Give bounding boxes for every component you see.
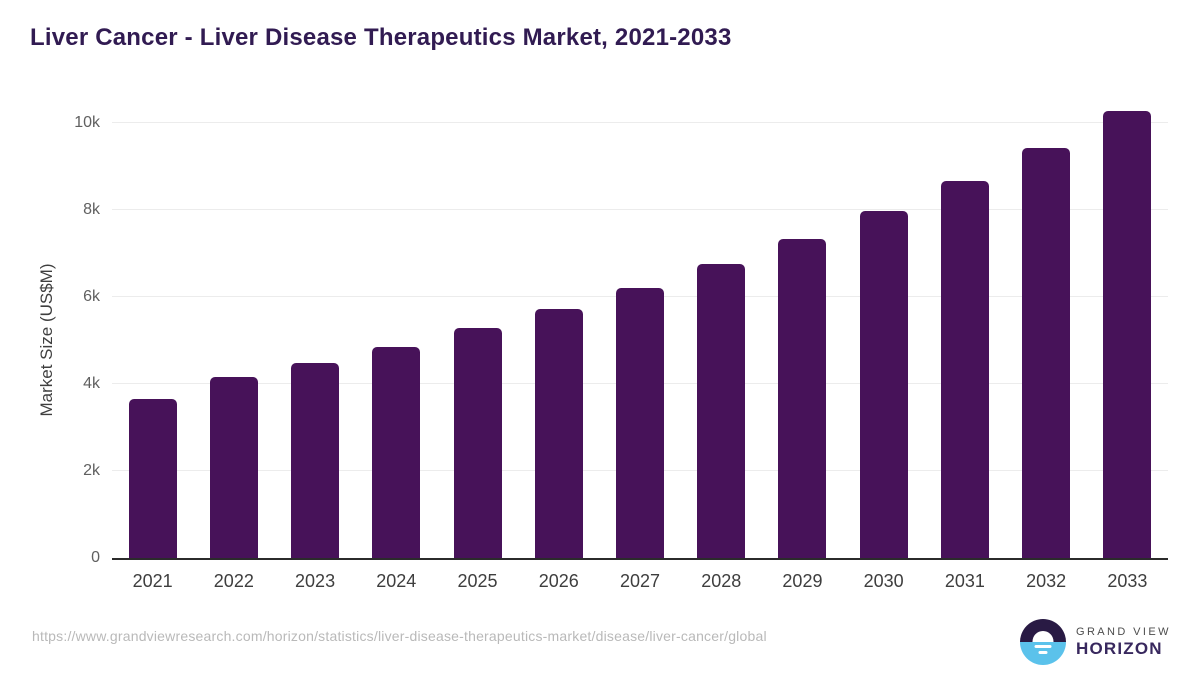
x-tick-label: 2032	[1026, 571, 1067, 591]
x-tick-label: 2025	[457, 571, 498, 591]
x-axis-line	[112, 558, 1168, 560]
brand-name-horizon: HORIZON	[1076, 639, 1163, 658]
y-tick-label: 4k	[83, 375, 100, 392]
bar	[128, 398, 177, 558]
y-tick-label: 0	[91, 549, 100, 566]
x-tick-label: 2026	[538, 571, 579, 591]
y-gridline	[112, 209, 1168, 210]
bar	[372, 347, 421, 558]
grand-view-horizon-logo: GRAND VIEW HORIZON	[1020, 619, 1171, 665]
bar	[209, 377, 258, 558]
y-tick-label: 2k	[83, 462, 100, 479]
x-tick-label: 2031	[944, 571, 985, 591]
bar	[453, 328, 502, 558]
x-tick-label: 2028	[701, 571, 742, 591]
horizon-sun-circle-icon	[1020, 619, 1066, 665]
sun-reflection-bar	[1034, 645, 1052, 648]
y-tick-label: 8k	[83, 201, 100, 218]
y-tick-label: 10k	[74, 114, 100, 131]
x-tick-label: 2023	[295, 571, 336, 591]
y-axis-title: Market Size (US$M)	[37, 263, 56, 417]
sun-reflection-bar	[1038, 651, 1048, 654]
x-tick-label: 2021	[132, 571, 173, 591]
y-gridline	[112, 122, 1168, 123]
bar	[778, 238, 827, 558]
bar	[1103, 110, 1152, 558]
bar	[859, 210, 908, 558]
bar	[534, 308, 583, 558]
source-url: https://www.grandviewresearch.com/horizo…	[32, 628, 767, 644]
brand-name-grand-view: GRAND VIEW	[1076, 626, 1171, 638]
bar	[697, 264, 746, 558]
x-tick-label: 2024	[376, 571, 417, 591]
bar	[940, 180, 989, 558]
bar	[616, 287, 664, 558]
y-tick-label: 6k	[83, 288, 100, 305]
x-tick-label: 2029	[782, 571, 823, 591]
plot-area: 0 2k 4k 6k 8k 10k 2021 2022 2023 2024 2025 2026 2027…	[74, 98, 1168, 591]
sun-glyph	[1032, 631, 1054, 642]
chart-title: Liver Cancer - Liver Disease Therapeutic…	[30, 24, 732, 51]
x-tick-label: 2033	[1107, 571, 1148, 591]
bar	[1022, 147, 1071, 558]
bar	[291, 363, 340, 558]
logo-text: GRAND VIEW HORIZON	[1076, 626, 1171, 658]
x-tick-label: 2027	[619, 571, 660, 591]
x-tick-label: 2022	[213, 571, 254, 591]
x-tick-label: 2030	[863, 571, 904, 591]
